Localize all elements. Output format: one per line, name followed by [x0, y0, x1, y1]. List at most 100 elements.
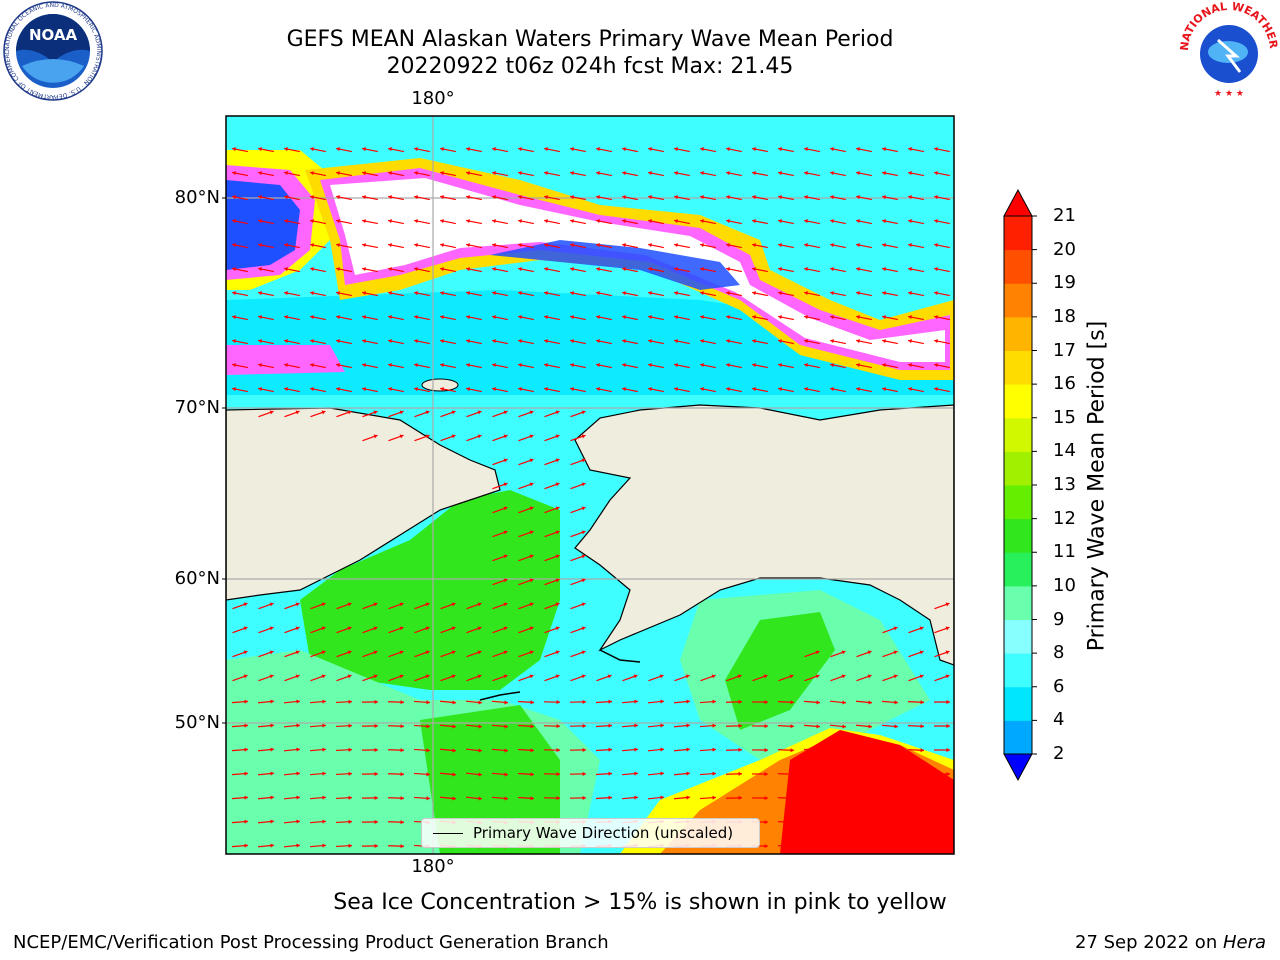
wave-arrow-head [726, 219, 730, 224]
wave-arrow-head [660, 771, 664, 776]
sea-ice-chukchi [226, 345, 345, 375]
chart-title: GEFS MEAN Alaskan Waters Primary Wave Me… [286, 27, 894, 52]
wave-arrow-head [622, 387, 626, 392]
wave-arrow-head [841, 650, 846, 655]
wave-arrow-head [882, 267, 886, 272]
wave-arrow-head [374, 843, 378, 849]
wave-arrow-head [321, 602, 326, 607]
wave-arrow-head [440, 243, 444, 248]
wave-arrow-head [893, 626, 898, 631]
wave-arrow-head [556, 748, 560, 753]
wave-arrow-head [244, 819, 248, 824]
wave-arrow-head [232, 291, 236, 296]
wave-arrow-head [726, 147, 730, 152]
wave-arrow-head [440, 387, 444, 392]
wave-arrow-head [336, 147, 340, 152]
wave-arrow-head [529, 554, 534, 559]
wave-arrow-head [804, 195, 808, 200]
wave-arrow-head [270, 723, 274, 728]
wave-arrow-head [466, 171, 470, 176]
wave-arrow-head [919, 626, 924, 631]
wave-arrow-head [310, 291, 314, 296]
colorbar-tick-label: 15 [1053, 406, 1076, 428]
wave-arrow-head [400, 820, 404, 825]
wave-arrow-head [336, 291, 340, 296]
wave-arrow-head [920, 820, 924, 825]
wave-arrow-head [296, 819, 300, 824]
wave-arrow-head [737, 674, 742, 679]
wave-arrow-head [284, 387, 288, 392]
colorbar-segment [1004, 485, 1032, 520]
wave-arrow-head [336, 387, 340, 392]
wave-arrow-head [322, 819, 326, 824]
wave-arrow-head [622, 195, 626, 200]
wave-arrow-head [295, 626, 300, 631]
footer-host: Hera [1222, 932, 1266, 953]
wave-arrow-head [726, 339, 730, 344]
wave-arrow-head [529, 506, 534, 511]
aleutian-islands-west [479, 691, 521, 701]
wave-arrow-head [778, 267, 782, 272]
wave-arrow-head [582, 795, 586, 800]
wave-arrow-head [544, 147, 548, 152]
wave-arrow-head [622, 339, 626, 344]
wave-arrow-head [648, 267, 652, 272]
wave-arrow-head [243, 674, 248, 679]
wave-arrow-head [908, 315, 912, 320]
wave-arrow-head [555, 626, 560, 631]
wave-arrow-head [882, 219, 886, 224]
land-chukotka [226, 407, 501, 601]
wave-arrow-head [518, 387, 522, 392]
wave-arrow-head [529, 434, 534, 439]
wave-arrow-head [726, 267, 730, 272]
lat-tick-60: 60°N [174, 568, 220, 589]
colorbar-tick-label: 20 [1053, 238, 1076, 260]
wave-arrow-head [425, 626, 430, 631]
wave-arrow-head [258, 339, 262, 344]
wave-arrow-head [400, 844, 404, 849]
wave-arrow-head [648, 195, 652, 200]
wave-arrow-head [232, 363, 236, 368]
wave-arrow-head [530, 700, 534, 705]
bering-period-zone [300, 490, 560, 690]
wave-arrow-head [310, 219, 314, 224]
wave-arrow-head [414, 339, 418, 344]
wave-arrow-head [399, 650, 404, 655]
wave-arrow-head [555, 650, 560, 655]
wave-arrow-head [608, 747, 612, 752]
wave-arrow-head [778, 339, 782, 344]
colorbar-tick-label: 17 [1053, 339, 1076, 361]
wave-arrow-head [556, 724, 560, 729]
wave-arrow-head [400, 700, 404, 705]
wave-arrow-head [310, 387, 314, 392]
wave-arrow-head [570, 291, 574, 296]
wave-arrow-head [830, 267, 834, 272]
wave-arrow-head [816, 796, 820, 801]
wave-arrow-head [518, 195, 522, 200]
wave-arrow-head [700, 291, 704, 296]
wave-arrow-head [492, 147, 496, 152]
wave-arrow-head [856, 339, 860, 344]
colorbar-segment [1004, 384, 1032, 419]
wave-arrow-head [451, 410, 456, 415]
wave-arrow-head [373, 674, 378, 679]
wave-arrow-head [790, 796, 794, 801]
wave-arrow-head [752, 315, 756, 320]
wave-arrow-head [440, 195, 444, 200]
wave-arrow-head [414, 171, 418, 176]
wave-arrow-head [529, 578, 534, 583]
wave-arrow-head [232, 387, 236, 392]
colorbar-tick-label: 2 [1053, 743, 1065, 764]
colorbar-tick-label: 4 [1053, 709, 1065, 731]
wave-arrow-head [529, 458, 534, 463]
wave-arrow-head [347, 674, 352, 679]
wave-arrow-head [738, 771, 742, 776]
wave-arrow-head [934, 387, 938, 392]
wave-arrow-head [347, 410, 352, 415]
wave-arrow-head [581, 578, 586, 583]
wave-arrow-head [764, 771, 768, 777]
wave-arrow-head [934, 243, 938, 248]
wave-arrow-head [451, 602, 456, 607]
wave-arrow-head [518, 267, 522, 272]
wave-arrow-head [700, 243, 704, 248]
